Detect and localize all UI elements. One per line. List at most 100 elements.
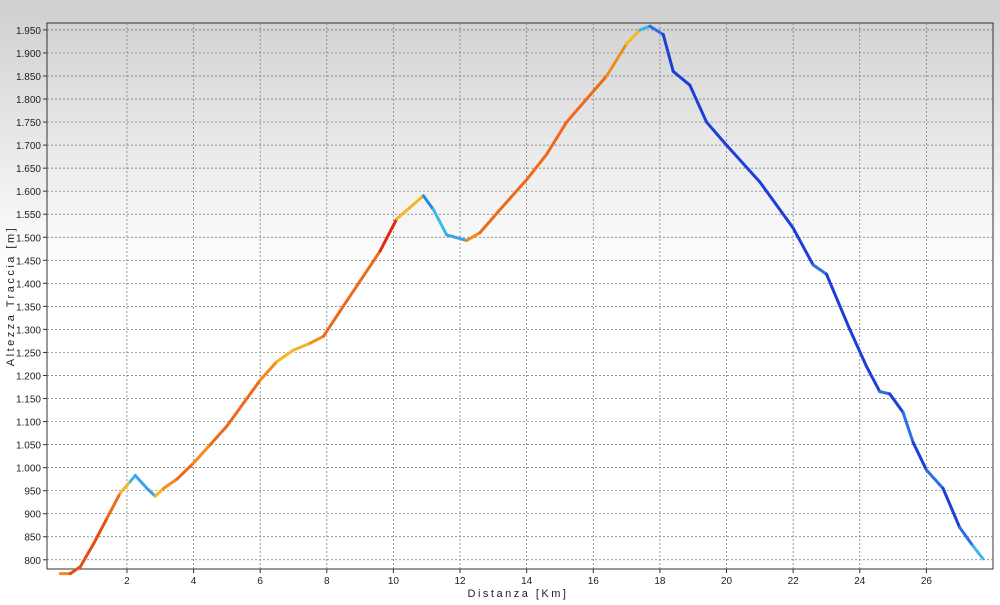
y-tick-label: 950 xyxy=(24,487,41,498)
y-tick-label: 1.550 xyxy=(16,210,41,221)
y-tick-label: 1.650 xyxy=(16,164,41,175)
elevation-segment xyxy=(958,526,975,548)
elevation-segment xyxy=(258,360,279,382)
y-tick-label: 1.950 xyxy=(16,26,41,37)
elevation-segment xyxy=(105,491,122,520)
y-tick-label: 850 xyxy=(24,533,41,544)
y-tick-label: 1.050 xyxy=(16,441,41,452)
elevation-segment xyxy=(791,226,815,267)
y-tick-label: 1.350 xyxy=(16,302,41,313)
x-tick-label: 10 xyxy=(388,576,400,587)
elevation-segment xyxy=(225,401,246,428)
y-tick-label: 1.400 xyxy=(16,279,41,290)
y-tick-label: 1.200 xyxy=(16,371,41,382)
y-tick-label: 1.600 xyxy=(16,187,41,198)
elevation-segment xyxy=(941,486,962,530)
elevation-segment xyxy=(308,334,325,345)
x-tick-label: 14 xyxy=(521,576,533,587)
elevation-segment xyxy=(78,542,96,569)
elevation-segment xyxy=(585,74,609,101)
elevation-segment xyxy=(811,263,828,276)
elevation-segment xyxy=(242,378,262,405)
y-tick-label: 800 xyxy=(24,556,41,567)
y-tick-label: 1.000 xyxy=(16,464,41,475)
elevation-segment xyxy=(971,544,985,561)
x-tick-label: 24 xyxy=(854,576,866,587)
y-tick-label: 1.450 xyxy=(16,256,41,267)
elevation-segment xyxy=(625,28,642,46)
elevation-segment xyxy=(901,410,915,444)
elevation-segment xyxy=(465,231,482,242)
x-tick-label: 22 xyxy=(788,576,800,587)
elevation-segment xyxy=(133,473,149,490)
x-axis-label: Distanza [Km] xyxy=(468,588,569,600)
elevation-segment xyxy=(68,565,82,576)
x-tick-label: 12 xyxy=(454,576,466,587)
y-tick-label: 900 xyxy=(24,510,41,521)
elevation-segment xyxy=(445,233,469,242)
elevation-segment xyxy=(275,348,295,364)
elevation-segment xyxy=(431,208,449,237)
elevation-segment xyxy=(408,194,425,209)
x-tick-label: 4 xyxy=(191,576,197,587)
elevation-segment xyxy=(145,486,157,498)
x-tick-label: 6 xyxy=(257,576,263,587)
elevation-segment xyxy=(888,392,905,414)
elevation-segment xyxy=(378,217,399,253)
elevation-segment xyxy=(338,279,362,313)
elevation-segment xyxy=(758,180,795,230)
elevation-segment xyxy=(878,390,892,396)
y-tick-label: 1.500 xyxy=(16,233,41,244)
elevation-segment xyxy=(638,24,652,32)
elevation-segment xyxy=(545,120,569,156)
elevation-segment xyxy=(848,327,868,368)
x-tick-label: 8 xyxy=(324,576,330,587)
elevation-segment xyxy=(924,468,945,490)
y-tick-label: 1.300 xyxy=(16,325,41,336)
x-tick-label: 2 xyxy=(124,576,130,587)
elevation-segment xyxy=(358,249,382,283)
elevation-segment xyxy=(175,461,196,481)
x-tick-label: 26 xyxy=(921,576,933,587)
elevation-segment xyxy=(864,364,882,394)
elevation-segment xyxy=(565,97,589,124)
elevation-segment xyxy=(725,143,762,184)
elevation-segment xyxy=(498,178,529,212)
y-tick-label: 1.900 xyxy=(16,49,41,60)
x-tick-label: 20 xyxy=(721,576,733,587)
elevation-segment xyxy=(118,479,132,495)
y-tick-label: 1.750 xyxy=(16,118,41,129)
y-axis-label: Altezza Traccia [m] xyxy=(5,226,17,366)
elevation-segment xyxy=(208,424,229,447)
elevation-segment xyxy=(648,24,665,37)
y-tick-label: 1.800 xyxy=(16,95,41,106)
elevation-segment xyxy=(661,33,675,73)
y-tick-label: 1.250 xyxy=(16,348,41,359)
elevation-segment xyxy=(395,205,412,221)
elevation-segment xyxy=(911,440,928,472)
x-tick-label: 16 xyxy=(588,576,600,587)
elevation-segment xyxy=(824,272,852,331)
y-tick-label: 1.150 xyxy=(16,395,41,406)
elevation-segment xyxy=(92,516,109,546)
grid-lines xyxy=(47,23,993,569)
elevation-segment xyxy=(421,194,435,212)
elevation-segment xyxy=(291,341,312,352)
elevation-segment xyxy=(605,42,629,78)
elevation-segment xyxy=(705,120,729,147)
y-tick-label: 1.100 xyxy=(16,418,41,429)
y-tick-label: 1.700 xyxy=(16,141,41,152)
elevation-segment xyxy=(321,309,342,338)
x-tick-label: 18 xyxy=(654,576,666,587)
elevation-segment xyxy=(688,83,709,124)
elevation-segment xyxy=(192,443,212,465)
elevation-segment xyxy=(671,69,692,87)
axes: 2 4 6 8 10 12 14 16 18 20 22 24 268008509009501.0001… xyxy=(16,26,932,587)
elevation-segment xyxy=(162,477,179,490)
elevation-segment xyxy=(478,208,502,235)
elevation-segment xyxy=(153,486,166,498)
elevation-line xyxy=(58,24,985,576)
